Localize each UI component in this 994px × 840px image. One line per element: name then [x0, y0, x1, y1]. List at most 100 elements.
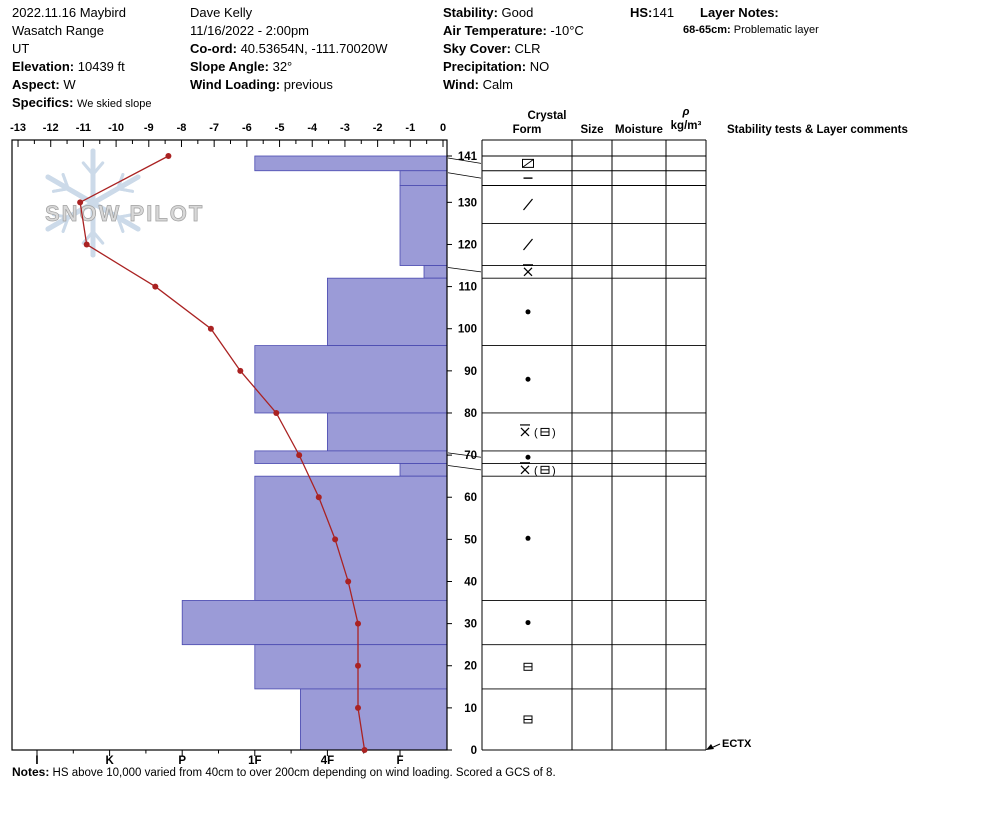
- snow-layer-bar: [423, 265, 448, 279]
- temperature-point: [332, 536, 339, 543]
- temperature-point: [355, 704, 362, 711]
- mountain-range: Wasatch Range: [12, 23, 105, 38]
- hardness-bars: [181, 155, 448, 751]
- temperature-point: [165, 153, 172, 159]
- snow-layer-bar: [399, 185, 448, 266]
- temperature-point: [237, 367, 244, 374]
- svg-text:-6: -6: [242, 122, 252, 134]
- svg-text:-3: -3: [340, 122, 350, 134]
- svg-text:-9: -9: [144, 122, 154, 134]
- layer-note-text: Problematic layer: [733, 24, 819, 36]
- svg-text:110: 110: [458, 282, 477, 294]
- svg-text:-1: -1: [405, 122, 415, 134]
- layer-note-depth: 68-65cm:: [683, 24, 731, 36]
- crystal-form-symbol: [525, 309, 531, 315]
- wind-loading-label: Wind Loading:: [190, 77, 281, 92]
- svg-text:-11: -11: [76, 122, 91, 134]
- svg-text:10: 10: [464, 703, 477, 715]
- crystal-form-symbol: [523, 264, 533, 277]
- svg-text:130: 130: [458, 197, 477, 209]
- elevation-label: Elevation:: [12, 59, 75, 74]
- svg-text:-7: -7: [209, 122, 219, 134]
- svg-text:-13: -13: [10, 122, 26, 134]
- layer-grid: [447, 139, 707, 751]
- stability-label: Stability:: [443, 5, 498, 20]
- sky-cover-line: Sky Cover: CLR: [443, 40, 584, 58]
- observer-name: Dave Kelly: [190, 5, 253, 20]
- header-observer-block: Dave Kelly 11/16/2022 - 2:00pm Co-ord: 4…: [190, 4, 388, 94]
- svg-text:-8: -8: [177, 122, 187, 134]
- temperature-point: [77, 199, 84, 206]
- specifics-label: Specifics:: [12, 95, 74, 110]
- table-header-form: Form: [512, 124, 542, 136]
- wind-value: Calm: [482, 77, 513, 92]
- temperature-point: [296, 452, 303, 459]
- svg-text:-2: -2: [373, 122, 383, 134]
- svg-text:1F: 1F: [248, 755, 261, 767]
- slope-angle-label: Slope Angle:: [190, 59, 269, 74]
- table-header-moisture: Moisture: [615, 124, 663, 136]
- svg-text:60: 60: [464, 492, 477, 504]
- stability-value: Good: [501, 5, 534, 20]
- table-header-stability-tests: Stability tests & Layer comments: [727, 124, 908, 136]
- slope-angle-line: Slope Angle: 32°: [190, 58, 388, 76]
- crystal-form-column: ()(): [520, 158, 556, 724]
- header-conditions-block: Stability: Good Air Temperature: -10°C S…: [443, 4, 584, 94]
- sky-cover-label: Sky Cover:: [443, 41, 511, 56]
- pit-title: 2022.11.16 Maybird: [12, 5, 126, 20]
- svg-text:0: 0: [471, 745, 477, 757]
- crystal-form-symbol: [525, 376, 531, 382]
- air-temp-value: -10°C: [550, 23, 584, 38]
- notes-label: Notes:: [12, 765, 50, 779]
- precipitation-value: NO: [529, 59, 550, 74]
- table-header-size: Size: [580, 124, 604, 136]
- snow-layer-bar: [254, 155, 448, 172]
- svg-text:-12: -12: [43, 122, 59, 134]
- temperature-point: [273, 409, 280, 416]
- svg-text:90: 90: [464, 366, 477, 378]
- svg-text:20: 20: [464, 661, 477, 673]
- svg-text:(: (: [534, 465, 538, 477]
- temperature-curve: [77, 153, 368, 753]
- snow-layer-bar: [326, 412, 448, 452]
- svg-text:P: P: [178, 755, 186, 767]
- crystal-form-symbol: (): [520, 462, 556, 477]
- plot-border: [11, 139, 448, 751]
- aspect-label: Aspect:: [12, 77, 60, 92]
- snow-layer-bar: [254, 450, 448, 464]
- svg-text:50: 50: [464, 534, 477, 546]
- crystal-form-symbol: (): [520, 424, 556, 439]
- snow-layer-bar: [399, 170, 448, 186]
- snowflake-watermark: SNOW PILOT: [45, 148, 204, 258]
- temperature-axis: -13 -12 -11 -10 -9 -8 -7 -6 -5 -4 -3 -2 -1 0: [10, 122, 446, 147]
- crystal-form-symbol: [523, 662, 533, 671]
- watermark-text: SNOW PILOT: [45, 201, 204, 226]
- temperature-point: [361, 747, 368, 753]
- snow-layer-bar: [254, 644, 448, 690]
- temperature-point: [83, 241, 90, 248]
- svg-text:): ): [552, 465, 556, 477]
- svg-text:4F: 4F: [321, 755, 334, 767]
- snow-layer-bar: [326, 277, 448, 346]
- table-header-density-units: kg/m³: [670, 120, 702, 132]
- crystal-form-symbol: [525, 535, 531, 541]
- svg-text:120: 120: [458, 239, 477, 251]
- crystal-form-symbol: [525, 454, 531, 460]
- specifics-value: We skied slope: [77, 98, 152, 110]
- hardness-axis: I K P 1F 4F F: [35, 750, 404, 767]
- temperature-point: [345, 578, 352, 585]
- hs-value: 141: [652, 5, 675, 20]
- svg-text:(: (: [534, 427, 538, 439]
- table-header-density-symbol: ρ: [682, 106, 690, 118]
- svg-text:-10: -10: [108, 122, 124, 134]
- crystal-form-symbol: [523, 715, 533, 724]
- temperature-point: [152, 283, 159, 290]
- svg-text:100: 100: [458, 324, 477, 336]
- sky-cover-value: CLR: [514, 41, 541, 56]
- svg-text:F: F: [396, 755, 403, 767]
- coordinates-value: 40.53654N, -111.70020W: [240, 41, 388, 56]
- observation-datetime: 11/16/2022 - 2:00pm: [190, 23, 310, 38]
- svg-text:0: 0: [440, 122, 446, 134]
